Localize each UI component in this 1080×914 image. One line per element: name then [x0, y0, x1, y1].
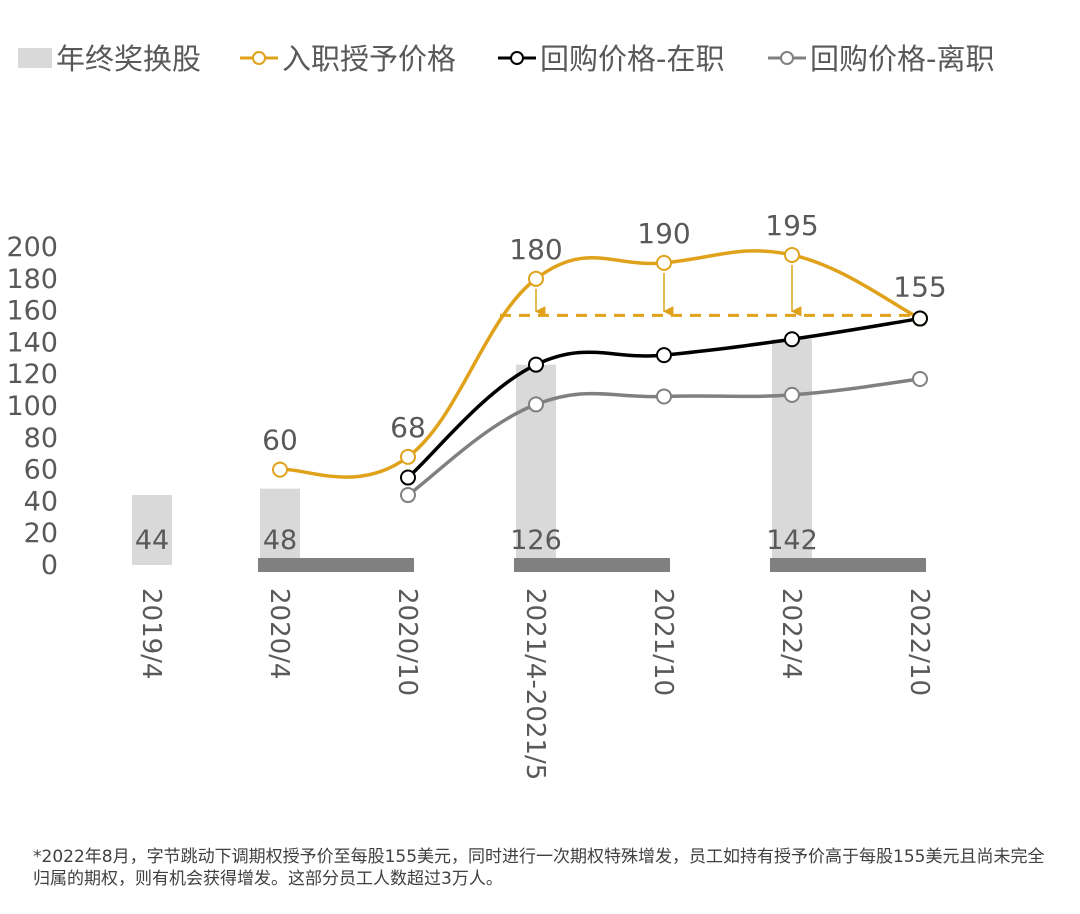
legend-label-buyback-active: 回购价格-在职	[540, 42, 724, 76]
grant-price-marker	[657, 256, 671, 270]
grant-price-label: 180	[509, 233, 562, 266]
y-tick-label: 100	[6, 391, 58, 422]
grant-price-label: 155	[893, 271, 946, 304]
y-tick-label: 20	[24, 518, 58, 549]
x-tick-label: 2019/4	[136, 588, 166, 679]
legend-marker-buyback-active	[511, 52, 523, 64]
chart: 年终奖换股 入职授予价格 回购价格-在职 回购价格-离职 02040608010…	[0, 0, 1080, 840]
grant-price-marker	[529, 272, 543, 286]
buyback-active-marker	[785, 332, 799, 346]
grant-price-marker	[273, 463, 287, 477]
legend-swatch-bar	[18, 48, 52, 68]
reference-line-group	[500, 265, 920, 315]
x-tick-label: 2020/4	[264, 588, 294, 679]
period-bar	[514, 558, 670, 572]
grant-price-label: 190	[637, 217, 690, 250]
buyback-active-marker	[529, 358, 543, 372]
y-tick-label: 40	[24, 486, 58, 517]
y-tick-label: 180	[6, 264, 58, 295]
legend-marker-buyback-left	[781, 52, 793, 64]
buyback-active-marker	[913, 312, 927, 326]
bar-value-label: 126	[510, 525, 562, 556]
x-tick-label: 2022/4	[776, 588, 806, 679]
grant-price-line	[280, 251, 920, 477]
y-tick-label: 200	[6, 232, 58, 263]
x-tick-label: 2020/10	[392, 588, 422, 696]
bars	[132, 339, 812, 565]
buyback-left-marker	[785, 388, 799, 402]
x-tick-label: 2021/10	[648, 588, 678, 696]
markers	[273, 248, 927, 502]
grant-price-label: 60	[262, 424, 298, 457]
x-axis: 2019/4 2020/4 2020/10 2021/4-2021/5 2021/10 2…	[136, 588, 934, 780]
buyback-active-marker	[401, 471, 415, 485]
buyback-left-marker	[657, 389, 671, 403]
legend-label-grant: 入职授予价格	[282, 42, 456, 76]
grant-price-label: 195	[765, 209, 818, 242]
x-tick-label: 2021/4-2021/5	[520, 588, 550, 780]
y-tick-label: 80	[24, 423, 58, 454]
legend-label-buyback-left: 回购价格-离职	[810, 42, 994, 76]
period-bars	[258, 558, 926, 572]
y-tick-label: 140	[6, 327, 58, 358]
x-tick-label: 2022/10	[904, 588, 934, 696]
legend: 年终奖换股 入职授予价格 回购价格-在职 回购价格-离职	[18, 42, 994, 76]
grant-price-marker	[401, 450, 415, 464]
grant-price-label: 68	[390, 411, 426, 444]
buyback-left-marker	[401, 488, 415, 502]
bar-value-label: 44	[135, 525, 169, 556]
legend-label-bar: 年终奖换股	[56, 42, 201, 76]
y-tick-label: 120	[6, 359, 58, 390]
footnote: *2022年8月，字节跳动下调期权授予价至每股155美元，同时进行一次期权特殊增…	[33, 846, 1053, 890]
lines	[280, 251, 920, 495]
y-tick-label: 60	[24, 455, 58, 486]
period-bar	[770, 558, 926, 572]
legend-marker-grant	[253, 52, 265, 64]
y-tick-label: 160	[6, 296, 58, 327]
buyback-left-marker	[913, 372, 927, 386]
bar-value-label: 142	[766, 525, 818, 556]
buyback-active-marker	[657, 348, 671, 362]
buyback-left-marker	[529, 397, 543, 411]
period-bar	[258, 558, 414, 572]
bar-value-label: 48	[263, 525, 297, 556]
grant-price-marker	[785, 248, 799, 262]
y-tick-label: 0	[41, 550, 58, 581]
